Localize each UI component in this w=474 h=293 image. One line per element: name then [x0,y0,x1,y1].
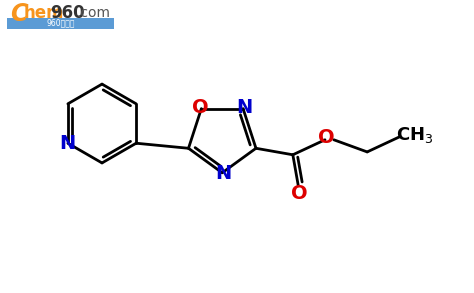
FancyBboxPatch shape [8,18,114,29]
Text: hem: hem [23,4,64,22]
Text: O: O [291,184,308,203]
Text: N: N [215,164,231,183]
Text: 960: 960 [50,4,84,22]
Text: O: O [318,128,334,147]
Text: N: N [59,134,75,153]
Text: .com: .com [76,6,110,20]
Text: C: C [10,2,28,26]
Text: 960化工网: 960化工网 [46,18,75,28]
Text: O: O [192,98,209,117]
Text: CH$_3$: CH$_3$ [396,125,434,145]
Text: N: N [236,98,252,117]
